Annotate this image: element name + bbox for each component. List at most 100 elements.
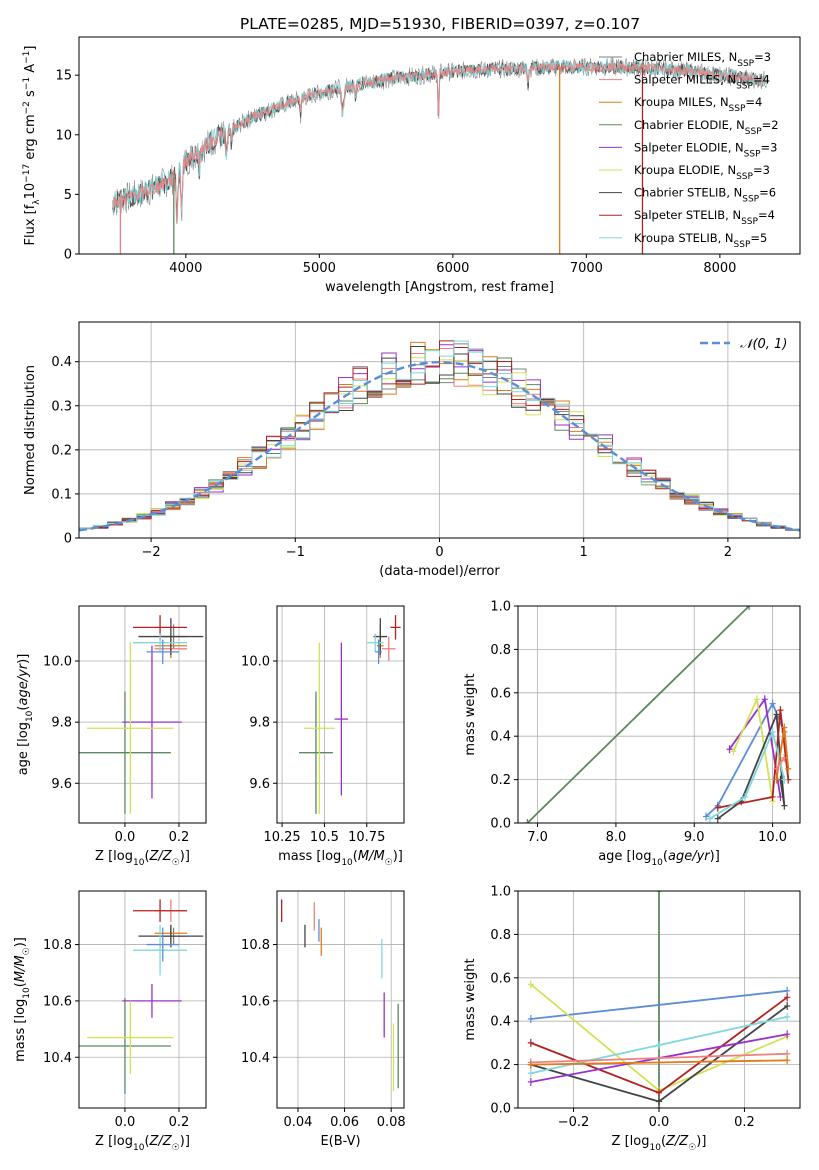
legend-text: =3 <box>754 50 771 64</box>
label-part: Z/Z <box>149 1134 173 1149</box>
x-tick-label: 7000 <box>570 261 603 276</box>
x-tick-label: 4000 <box>169 261 202 276</box>
label-part: 10 <box>341 858 353 868</box>
weight-marker <box>781 723 788 732</box>
weight-line <box>530 989 788 1020</box>
y-tick-label: 0.1 <box>51 487 72 502</box>
chart-massweight_vs_Z: −0.2 0.0 0.2 0.0 0.2 0.4 0.6 0.8 1.0 Z [log10(Z/Z… <box>463 885 801 1153</box>
y-tick-label: 10.6 <box>241 994 270 1009</box>
chart-massweight_vs_age: 7.0 8.0 9.0 10.0 0.0 0.2 0.4 0.6 0.8 1.0 age [log1… <box>463 600 801 868</box>
axes-frame <box>78 605 207 824</box>
label-part: Z [log <box>612 1134 650 1149</box>
legend-sub: SSP <box>744 149 761 159</box>
y-tick-label: 15 <box>55 69 72 84</box>
label-part: ☉ <box>688 1143 696 1153</box>
legend-text: Chabrier MILES, N <box>634 50 737 64</box>
x-tick-label: 10.75 <box>348 830 385 845</box>
y-tick-label: 0.8 <box>490 928 511 943</box>
chart-residual_hist: −2 −1 0 1 2 0 0.1 0.2 0.3 0.4 𝒩(0, 1) (data-model)/… <box>23 321 801 579</box>
label-part: ] <box>23 46 38 51</box>
y-axis-label: mass [log10(M/M☉)] <box>13 937 32 1062</box>
label-part: ( <box>144 1134 149 1149</box>
weight-line <box>775 757 786 770</box>
chart-mass_vs_ebv: 0.04 0.06 0.08 10.4 10.6 10.8 E(B-V) <box>241 890 406 1149</box>
legend-text: =3 <box>753 163 770 177</box>
y-tick-label: 9.6 <box>51 777 72 792</box>
label-part: M/M <box>358 849 385 864</box>
label-part: ( <box>144 849 149 864</box>
x-axis-label: E(B-V) <box>320 1134 360 1149</box>
y-tick-label: 10.0 <box>241 655 270 670</box>
y-tick-label: 10 <box>55 128 72 143</box>
x-axis-label: Z [log10(Z/Z☉)] <box>95 1134 190 1153</box>
weight-marker <box>781 801 788 810</box>
x-tick-label: 1 <box>580 545 588 560</box>
weight-marker <box>761 695 768 704</box>
axes-frame <box>78 36 801 255</box>
y-tick-label: 10.4 <box>241 1051 270 1066</box>
legend-sub: SSP <box>741 217 758 227</box>
weight-marker <box>746 606 753 610</box>
weight-marker <box>656 891 662 895</box>
y-tick-label: 0.0 <box>490 1102 511 1117</box>
weight-marker <box>784 1012 791 1021</box>
label-part: 10 <box>23 183 38 200</box>
x-tick-label: −0.2 <box>558 1115 590 1130</box>
x-tick-label: 0.0 <box>115 830 136 845</box>
y-axis-label: age [log10(age/yr)] <box>16 654 35 776</box>
chart-spectrum: 4000 5000 6000 7000 8000 0 5 10 15 Chabrier MILES… <box>22 36 801 295</box>
legend-text: =6 <box>759 186 776 200</box>
legend-text: =4 <box>753 73 770 87</box>
y-tick-label: 0.4 <box>51 355 72 370</box>
label-part: ( <box>353 849 358 864</box>
weight-marker <box>703 812 709 821</box>
label-part: )] <box>180 849 190 864</box>
weight-marker <box>753 695 760 704</box>
x-axis-label: mass [log10(M/M☉)] <box>278 849 403 868</box>
axes-frame <box>276 605 405 824</box>
weight-line <box>526 606 750 823</box>
x-axis-label: Z [log10(Z/Z☉)] <box>95 849 190 868</box>
weight-marker <box>527 1015 534 1024</box>
label-part: ☉ <box>172 858 180 868</box>
chart-age_vs_Z: 0.0 0.29.69.810.0Z [log10(Z/Z☉)]age [log1… <box>16 605 207 868</box>
weight-marker <box>773 710 780 719</box>
label-part: −2 <box>22 101 32 114</box>
label-part: ( <box>13 982 28 987</box>
legend-text: Kroupa ELODIE, N <box>634 163 736 177</box>
weight-line <box>717 710 790 809</box>
weight-marker <box>769 792 776 801</box>
y-tick-label: 0.4 <box>490 1015 511 1030</box>
x-tick-label: 0 <box>435 545 443 560</box>
plot-area <box>79 322 800 538</box>
weight-line <box>530 1052 788 1064</box>
label-part: mass weight <box>463 673 478 755</box>
weight-marker <box>714 803 721 812</box>
label-part: ( <box>16 706 31 711</box>
y-tick-label: 9.6 <box>249 777 270 792</box>
legend-sub: SSP <box>742 195 759 205</box>
label-part: Z/Z <box>665 1134 689 1149</box>
plot-area <box>111 56 768 254</box>
legend-text: =5 <box>750 231 767 245</box>
x-tick-label: 10.0 <box>758 830 787 845</box>
legend-sub: SSP <box>745 127 762 137</box>
y-tick-label: 10.8 <box>241 938 270 953</box>
plot-area <box>518 606 800 823</box>
x-tick-label: 0.0 <box>115 1115 136 1130</box>
y-tick-label: 0.2 <box>51 443 72 458</box>
y-tick-label: 0 <box>64 248 72 263</box>
y-tick-label: 0.6 <box>490 686 511 701</box>
label-part: )] <box>696 1134 706 1149</box>
y-tick-label: 0.2 <box>490 773 511 788</box>
weight-marker <box>773 775 780 784</box>
x-tick-label: 8.0 <box>606 830 627 845</box>
label-part: E(B-V) <box>320 1134 360 1149</box>
legend-entry: Kroupa ELODIE, NSSP=3 <box>634 163 770 182</box>
weight-marker <box>527 980 534 989</box>
label-part: Flux [f <box>23 204 38 245</box>
legend-text: =4 <box>745 95 762 109</box>
y-tick-label: 0.3 <box>51 399 72 414</box>
weight-marker <box>773 764 780 773</box>
